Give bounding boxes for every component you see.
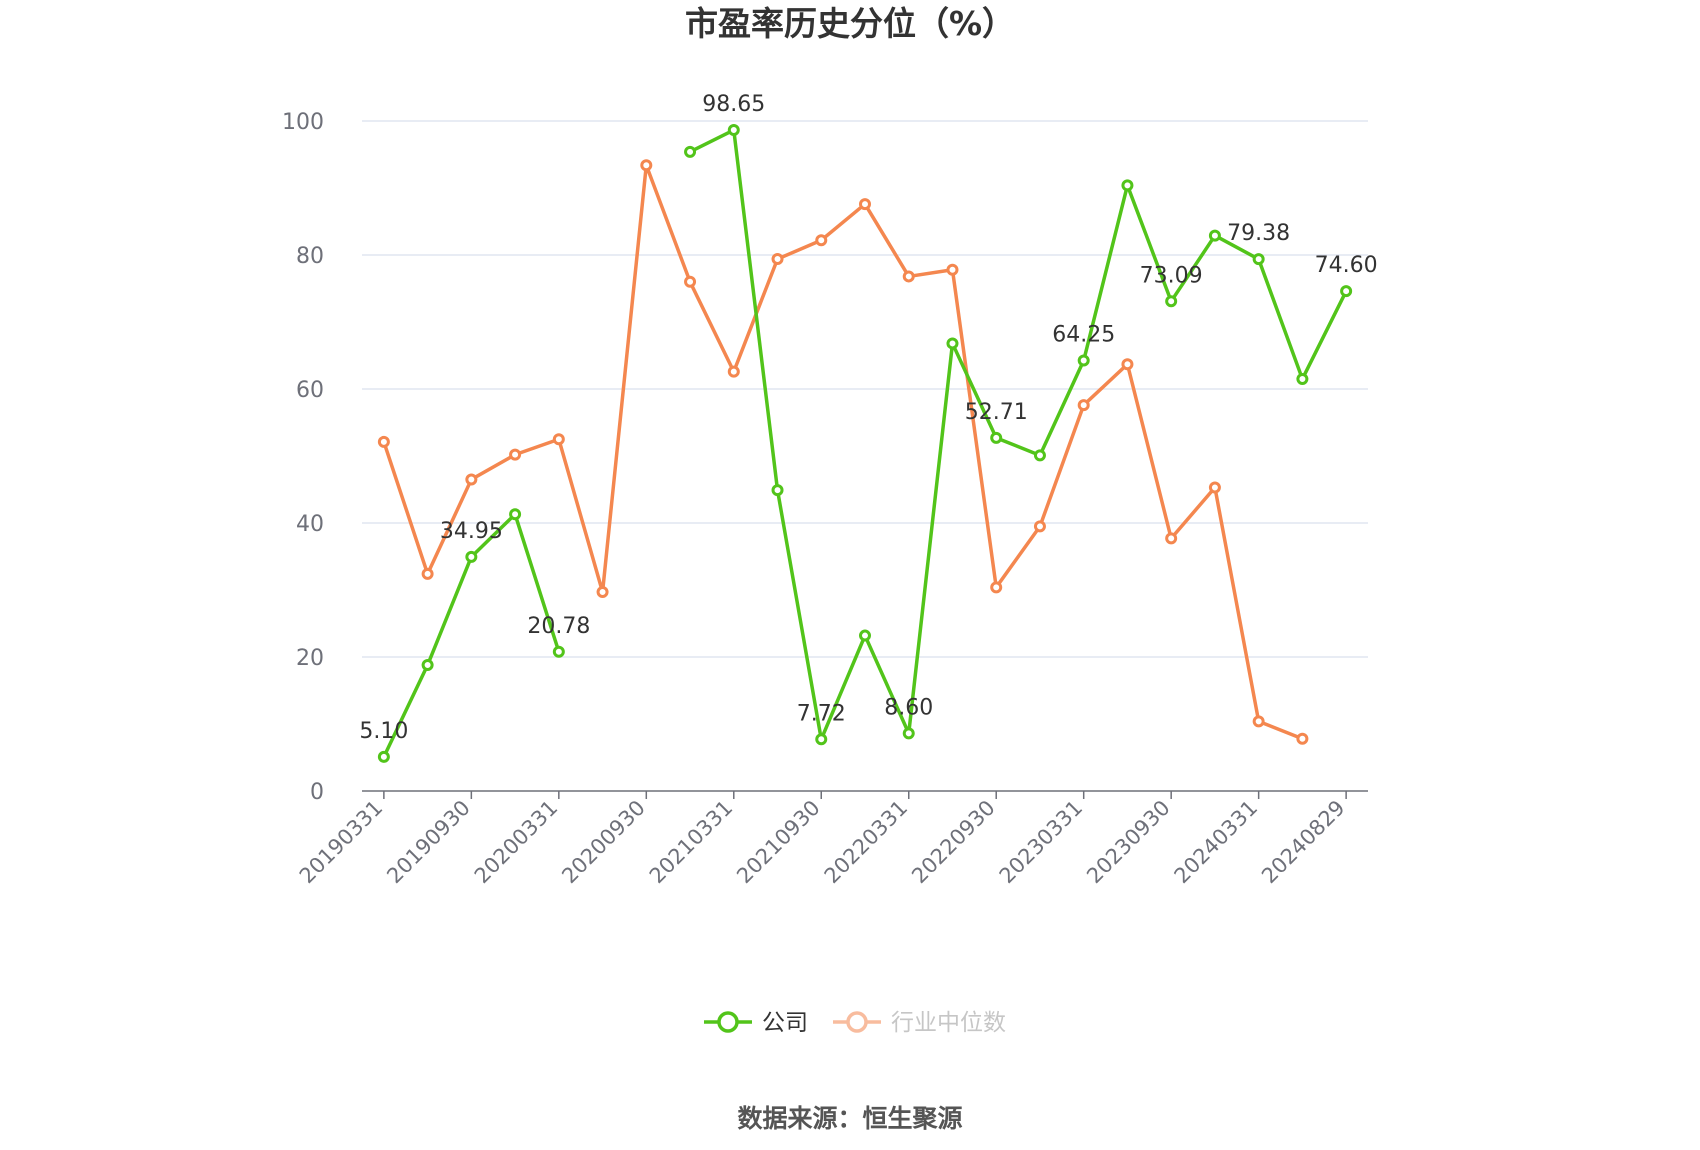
data-label: 64.25: [1052, 323, 1115, 348]
data-point[interactable]: [1077, 354, 1090, 367]
data-label: 8.60: [884, 695, 933, 720]
data-point[interactable]: [684, 275, 697, 288]
data-point[interactable]: [771, 484, 784, 497]
series-line: [382, 163, 1304, 741]
data-label: 5.10: [359, 719, 408, 744]
data-label: 7.72: [797, 701, 846, 726]
data-label: 98.65: [702, 92, 765, 117]
data-point[interactable]: [946, 263, 959, 276]
x-tick-label: 20220331: [820, 796, 913, 889]
series-1: [377, 159, 1309, 745]
legend-marker-icon: [846, 1011, 868, 1033]
data-point[interactable]: [1165, 532, 1178, 545]
y-axis: 0 20 40 60 80 100: [282, 110, 324, 805]
data-point[interactable]: [1077, 399, 1090, 412]
data-label: 73.09: [1140, 263, 1203, 288]
x-tick-label: 20240331: [1170, 796, 1263, 889]
data-point[interactable]: [1121, 179, 1134, 192]
data-point[interactable]: [1165, 295, 1178, 308]
data-point[interactable]: [1296, 372, 1309, 385]
data-point[interactable]: [1252, 253, 1265, 266]
data-point[interactable]: [421, 659, 434, 672]
data-label: 20.78: [527, 614, 590, 639]
data-point[interactable]: [902, 727, 915, 740]
series-layer: [377, 124, 1353, 763]
data-point[interactable]: [815, 733, 828, 746]
x-tick-label: 20240829: [1257, 796, 1350, 889]
series-line: [689, 128, 1348, 742]
x-tick-label: 20230331: [995, 796, 1088, 889]
data-point[interactable]: [1208, 481, 1221, 494]
series-0: [377, 124, 1353, 763]
data-point[interactable]: [377, 435, 390, 448]
legend-label: 公司: [762, 1010, 808, 1036]
chart-title: 市盈率历史分位（%）: [685, 4, 1015, 43]
legend[interactable]: 公司 行业中位数: [704, 1010, 1006, 1036]
data-labels: 5.10 34.95 20.78 98.65 7.72 8.60 52.71 64.25 73.…: [359, 92, 1377, 744]
x-tick-label: 20200930: [557, 796, 650, 889]
data-point[interactable]: [509, 508, 522, 521]
data-point[interactable]: [1340, 285, 1353, 298]
data-point[interactable]: [684, 145, 697, 158]
data-point[interactable]: [727, 124, 740, 137]
data-point[interactable]: [465, 550, 478, 563]
data-point[interactable]: [990, 431, 1003, 444]
y-tick-label: 100: [282, 110, 324, 135]
data-point[interactable]: [859, 198, 871, 211]
source-note: 数据来源：恒生聚源: [737, 1104, 962, 1133]
y-tick-label: 60: [296, 378, 324, 403]
x-tick-label: 20210930: [732, 796, 825, 889]
data-point[interactable]: [1121, 358, 1134, 371]
data-label: 34.95: [440, 519, 503, 544]
data-point[interactable]: [1033, 520, 1046, 533]
legend-item[interactable]: 公司: [704, 1010, 808, 1036]
legend-marker-icon: [717, 1011, 739, 1033]
data-label: 79.38: [1227, 221, 1290, 246]
data-point[interactable]: [552, 645, 565, 658]
legend-label: 行业中位数: [891, 1010, 1006, 1036]
y-tick-label: 20: [296, 646, 324, 671]
x-tick-label: 20220930: [907, 796, 1000, 889]
x-tick-label: 20200331: [470, 796, 563, 889]
data-point[interactable]: [859, 629, 871, 642]
x-axis: 2019033120190930202003312020093020210331…: [295, 790, 1368, 889]
data-label: 52.71: [965, 400, 1028, 425]
x-tick-label: 20210331: [645, 796, 738, 889]
data-point[interactable]: [902, 270, 915, 283]
data-point[interactable]: [727, 365, 740, 378]
data-point[interactable]: [1252, 715, 1265, 728]
data-point[interactable]: [1296, 732, 1309, 745]
legend-item[interactable]: 行业中位数: [833, 1010, 1006, 1036]
data-point[interactable]: [465, 473, 478, 486]
data-point[interactable]: [815, 234, 828, 247]
data-point[interactable]: [596, 586, 609, 599]
x-tick-label: 20190930: [382, 796, 475, 889]
data-point[interactable]: [990, 581, 1003, 594]
y-tick-label: 0: [310, 780, 324, 805]
data-point[interactable]: [771, 253, 784, 266]
data-label: 74.60: [1315, 253, 1378, 278]
y-tick-label: 80: [296, 244, 324, 269]
y-tick-label: 40: [296, 512, 324, 537]
x-tick-label: 20230930: [1082, 796, 1175, 889]
data-point[interactable]: [640, 159, 653, 172]
data-point[interactable]: [509, 448, 522, 461]
data-point[interactable]: [1208, 229, 1221, 242]
data-point[interactable]: [1033, 449, 1046, 462]
data-point[interactable]: [946, 337, 959, 350]
x-tick-label: 20190331: [295, 796, 388, 889]
data-point[interactable]: [421, 567, 434, 580]
data-point[interactable]: [552, 433, 565, 446]
data-point[interactable]: [377, 750, 390, 763]
